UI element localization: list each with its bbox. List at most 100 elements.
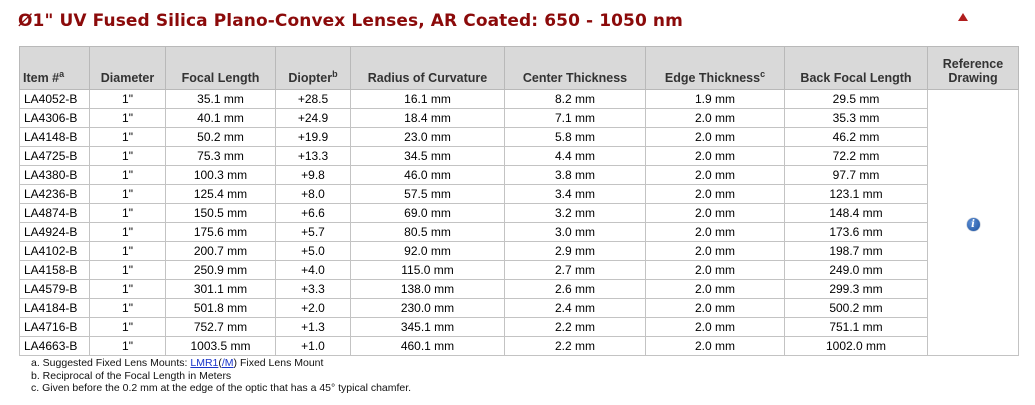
cell-item: LA4579-B <box>19 279 90 299</box>
cell-radius: 16.1 mm <box>350 89 505 109</box>
cell-focal-length: 50.2 mm <box>165 127 276 147</box>
info-icon[interactable]: i <box>966 217 980 231</box>
cell-diameter: 1" <box>89 317 166 337</box>
cell-back-focal-length: 72.2 mm <box>784 146 928 166</box>
table-body: LA4052-B 1" 35.1 mm +28.5 16.1 mm 8.2 mm 1.9 m… <box>19 89 1019 356</box>
cell-diopter: +8.0 <box>275 184 351 204</box>
cell-focal-length: 125.4 mm <box>165 184 276 204</box>
cell-radius: 115.0 mm <box>350 260 505 280</box>
cell-back-focal-length: 1002.0 mm <box>784 336 928 356</box>
page-title: Ø1" UV Fused Silica Plano-Convex Lenses,… <box>18 11 683 31</box>
lmr1-metric-link[interactable]: /M <box>221 357 234 369</box>
cell-back-focal-length: 751.1 mm <box>784 317 928 337</box>
cell-item: LA4725-B <box>19 146 90 166</box>
table-row: LA4874-B 1" 150.5 mm +6.6 69.0 mm 3.2 mm 2.0 m… <box>19 203 1019 223</box>
table-row: LA4148-B 1" 50.2 mm +19.9 23.0 mm 5.8 mm 2.0 m… <box>19 127 1019 147</box>
table-row: LA4102-B 1" 200.7 mm +5.0 92.0 mm 2.9 mm 2.0 m… <box>19 241 1019 261</box>
cell-diameter: 1" <box>89 260 166 280</box>
cell-focal-length: 752.7 mm <box>165 317 276 337</box>
cell-diameter: 1" <box>89 222 166 242</box>
cell-item: LA4236-B <box>19 184 90 204</box>
cell-back-focal-length: 35.3 mm <box>784 108 928 128</box>
footnote-a: a. Suggested Fixed Lens Mounts: LMR1(/M)… <box>31 357 324 369</box>
cell-radius: 460.1 mm <box>350 336 505 356</box>
cell-item: LA4158-B <box>19 260 90 280</box>
cell-back-focal-length: 500.2 mm <box>784 298 928 318</box>
reference-drawing-cell: i <box>927 89 1019 356</box>
cell-item: LA4716-B <box>19 317 90 337</box>
cell-focal-length: 150.5 mm <box>165 203 276 223</box>
cell-diopter: +19.9 <box>275 127 351 147</box>
footnote-b: b. Reciprocal of the Focal Length in Met… <box>31 369 232 382</box>
cell-radius: 92.0 mm <box>350 241 505 261</box>
cell-edge-thickness: 2.0 mm <box>645 203 785 223</box>
cell-diopter: +9.8 <box>275 165 351 185</box>
cell-edge-thickness: 2.0 mm <box>645 336 785 356</box>
lens-spec-table: Item #a Diameter Focal Length Diopterb R… <box>19 46 1019 356</box>
table-row: LA4380-B 1" 100.3 mm +9.8 46.0 mm 3.8 mm 2.0 m… <box>19 165 1019 185</box>
col-header-focal-length: Focal Length <box>165 46 276 90</box>
col-header-diopter: Diopterb <box>275 46 351 90</box>
footnotes: a. Suggested Fixed Lens Mounts: LMR1(/M)… <box>31 357 411 395</box>
cell-back-focal-length: 123.1 mm <box>784 184 928 204</box>
cell-item: LA4924-B <box>19 222 90 242</box>
back-to-top-icon[interactable] <box>958 13 968 21</box>
cell-radius: 138.0 mm <box>350 279 505 299</box>
cell-edge-thickness: 2.0 mm <box>645 241 785 261</box>
col-header-center-thickness: Center Thickness <box>504 46 646 90</box>
cell-focal-length: 1003.5 mm <box>165 336 276 356</box>
cell-diameter: 1" <box>89 108 166 128</box>
cell-diopter: +5.0 <box>275 241 351 261</box>
cell-radius: 80.5 mm <box>350 222 505 242</box>
cell-edge-thickness: 2.0 mm <box>645 146 785 166</box>
cell-focal-length: 75.3 mm <box>165 146 276 166</box>
table-row: LA4663-B 1" 1003.5 mm +1.0 460.1 mm 2.2 mm 2.0… <box>19 336 1019 356</box>
cell-edge-thickness: 2.0 mm <box>645 108 785 128</box>
cell-item: LA4380-B <box>19 165 90 185</box>
cell-back-focal-length: 249.0 mm <box>784 260 928 280</box>
cell-diameter: 1" <box>89 165 166 185</box>
cell-radius: 46.0 mm <box>350 165 505 185</box>
cell-diameter: 1" <box>89 241 166 261</box>
cell-back-focal-length: 97.7 mm <box>784 165 928 185</box>
cell-focal-length: 40.1 mm <box>165 108 276 128</box>
cell-back-focal-length: 198.7 mm <box>784 241 928 261</box>
cell-focal-length: 35.1 mm <box>165 89 276 109</box>
cell-focal-length: 301.1 mm <box>165 279 276 299</box>
col-header-edge-thickness: Edge Thicknessc <box>645 46 785 90</box>
cell-radius: 23.0 mm <box>350 127 505 147</box>
cell-diopter: +24.9 <box>275 108 351 128</box>
cell-diameter: 1" <box>89 146 166 166</box>
cell-center-thickness: 8.2 mm <box>504 89 646 109</box>
footnote-c: c. Given before the 0.2 mm at the edge o… <box>31 382 412 394</box>
cell-edge-thickness: 2.0 mm <box>645 317 785 337</box>
cell-diameter: 1" <box>89 279 166 299</box>
cell-center-thickness: 3.0 mm <box>504 222 646 242</box>
cell-diopter: +3.3 <box>275 279 351 299</box>
col-header-radius: Radius of Curvature <box>350 46 505 90</box>
col-header-item: Item #a <box>19 46 90 90</box>
cell-diopter: +1.0 <box>275 336 351 356</box>
cell-center-thickness: 2.2 mm <box>504 336 646 356</box>
cell-diameter: 1" <box>89 184 166 204</box>
table-row: LA4924-B 1" 175.6 mm +5.7 80.5 mm 3.0 mm 2.0 m… <box>19 222 1019 242</box>
cell-diopter: +6.6 <box>275 203 351 223</box>
table-row: LA4716-B 1" 752.7 mm +1.3 345.1 mm 2.2 mm 2.0 … <box>19 317 1019 337</box>
cell-diameter: 1" <box>89 89 166 109</box>
cell-item: LA4052-B <box>19 89 90 109</box>
cell-center-thickness: 2.7 mm <box>504 260 646 280</box>
cell-radius: 345.1 mm <box>350 317 505 337</box>
cell-radius: 34.5 mm <box>350 146 505 166</box>
cell-diopter: +2.0 <box>275 298 351 318</box>
cell-center-thickness: 2.6 mm <box>504 279 646 299</box>
cell-center-thickness: 3.2 mm <box>504 203 646 223</box>
cell-edge-thickness: 2.0 mm <box>645 127 785 147</box>
cell-edge-thickness: 2.0 mm <box>645 298 785 318</box>
cell-edge-thickness: 2.0 mm <box>645 165 785 185</box>
cell-item: LA4306-B <box>19 108 90 128</box>
col-header-reference-drawing: Reference Drawing <box>927 46 1019 90</box>
cell-center-thickness: 2.4 mm <box>504 298 646 318</box>
cell-diameter: 1" <box>89 298 166 318</box>
col-header-diameter: Diameter <box>89 46 166 90</box>
lmr1-link[interactable]: LMR1 <box>190 357 219 369</box>
